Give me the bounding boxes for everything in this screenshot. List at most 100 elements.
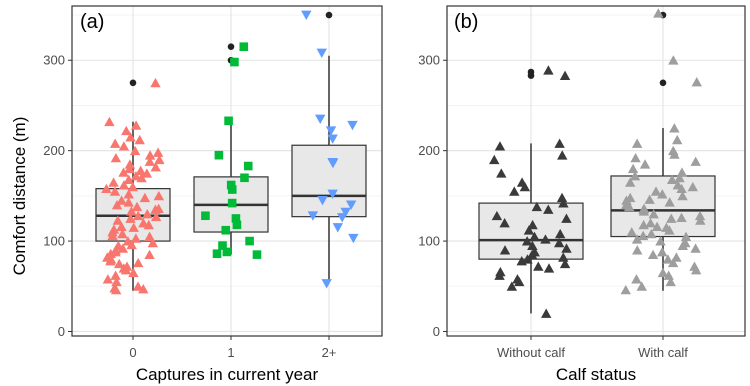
data-point xyxy=(118,167,129,177)
data-point xyxy=(638,219,649,230)
panel-a-x-axis-title: Captures in current year xyxy=(136,365,319,384)
data-point xyxy=(150,161,161,172)
data-point xyxy=(123,197,134,207)
data-point xyxy=(348,233,359,244)
data-point xyxy=(347,120,358,131)
data-point xyxy=(531,201,543,212)
data-point xyxy=(527,219,538,230)
data-point xyxy=(526,249,538,260)
outlier-point xyxy=(659,79,667,87)
data-point xyxy=(152,147,164,157)
x-tick-label: With calf xyxy=(638,345,688,360)
data-point xyxy=(307,211,319,221)
data-point xyxy=(687,181,699,192)
data-point xyxy=(499,218,510,228)
data-point xyxy=(111,276,122,287)
data-point xyxy=(529,231,540,241)
data-point xyxy=(657,189,668,199)
data-point xyxy=(637,230,649,241)
data-point xyxy=(646,228,657,239)
data-point xyxy=(124,163,135,174)
data-point xyxy=(626,227,637,237)
data-point xyxy=(112,215,124,225)
data-point xyxy=(243,161,253,171)
data-point xyxy=(138,284,149,294)
data-point xyxy=(118,141,130,151)
data-point xyxy=(104,116,115,127)
data-point xyxy=(496,168,507,178)
data-point xyxy=(694,210,706,221)
data-point xyxy=(105,256,116,266)
data-point xyxy=(690,243,701,253)
data-point xyxy=(107,230,118,241)
data-point xyxy=(143,219,154,230)
data-point xyxy=(109,138,121,148)
data-point xyxy=(664,225,675,235)
data-point xyxy=(117,243,129,253)
data-point xyxy=(519,181,531,192)
data-point xyxy=(669,149,680,159)
data-point xyxy=(321,279,332,289)
data-point xyxy=(543,65,554,75)
data-point xyxy=(110,284,122,295)
data-point xyxy=(521,236,533,246)
data-point xyxy=(110,270,121,280)
data-point xyxy=(489,154,500,165)
panel-a-label: (a) xyxy=(80,11,104,33)
data-point xyxy=(639,159,651,169)
data-point xyxy=(239,42,249,51)
data-point xyxy=(631,234,643,244)
data-point xyxy=(625,177,636,187)
data-point xyxy=(630,152,641,163)
data-point xyxy=(132,210,144,221)
data-point xyxy=(150,77,161,88)
data-point xyxy=(131,201,143,212)
data-point xyxy=(666,174,678,185)
data-point xyxy=(553,237,565,248)
data-point xyxy=(218,241,227,250)
data-point xyxy=(126,239,137,250)
data-point xyxy=(558,252,569,262)
data-point xyxy=(337,213,348,223)
data-point xyxy=(645,218,656,228)
data-point xyxy=(153,190,165,201)
data-point xyxy=(667,257,679,268)
data-point xyxy=(533,261,544,271)
data-point xyxy=(494,141,506,151)
data-point xyxy=(559,70,571,81)
data-point xyxy=(315,114,326,124)
data-point xyxy=(514,276,525,287)
data-point xyxy=(130,171,142,181)
data-point xyxy=(327,189,338,199)
data-point xyxy=(620,284,631,295)
data-point xyxy=(316,48,327,58)
y-tick-label: 300 xyxy=(418,53,440,68)
data-point xyxy=(516,256,527,266)
data-point xyxy=(227,185,237,194)
data-point xyxy=(676,183,687,194)
data-point xyxy=(123,174,134,185)
data-point xyxy=(124,159,136,169)
data-point xyxy=(499,245,511,255)
data-point xyxy=(144,249,155,260)
data-point xyxy=(561,243,572,253)
data-point xyxy=(125,132,136,142)
data-point xyxy=(540,308,552,318)
data-point xyxy=(232,220,242,230)
data-point xyxy=(212,249,222,259)
outlier-point xyxy=(227,43,235,50)
data-point xyxy=(691,77,702,87)
data-point xyxy=(150,211,162,222)
data-point xyxy=(559,258,571,269)
data-point xyxy=(340,207,351,218)
data-point xyxy=(556,192,568,203)
data-point xyxy=(224,116,233,126)
data-point xyxy=(666,213,677,223)
y-tick-label: 200 xyxy=(43,143,65,158)
data-point xyxy=(494,270,505,280)
data-point xyxy=(117,228,128,239)
data-point xyxy=(144,150,156,160)
data-point xyxy=(558,198,569,208)
x-tick-label: 2+ xyxy=(322,345,337,360)
data-point xyxy=(523,225,535,235)
